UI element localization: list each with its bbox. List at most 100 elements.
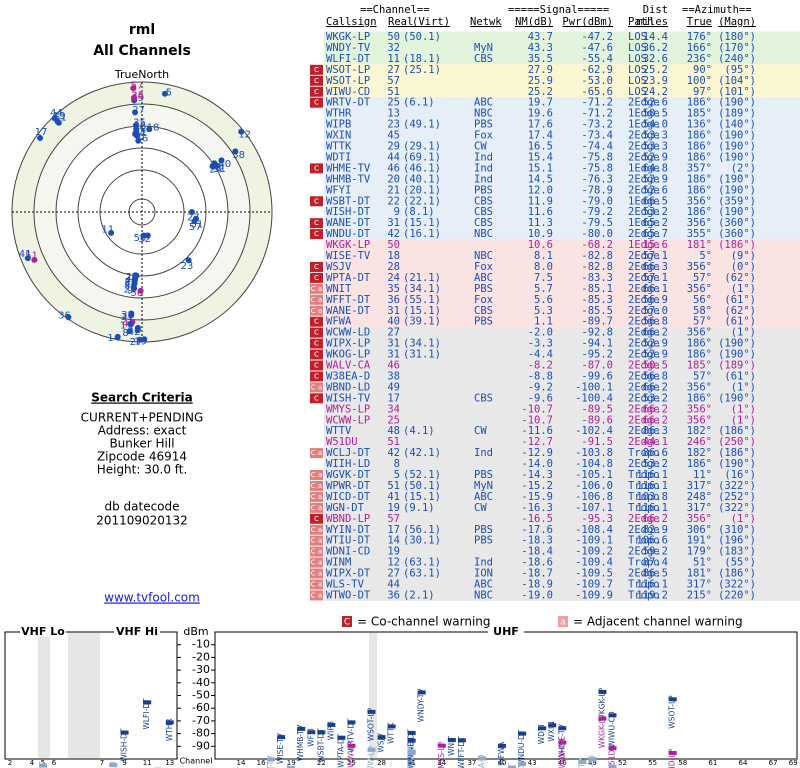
azimuth-true: 356° <box>687 261 712 273</box>
path: 2Edge <box>628 360 660 372</box>
x-tick-label: 4 <box>30 759 35 767</box>
azimuth-true: 186° <box>687 184 712 196</box>
callsign: WKGK-LP <box>326 239 370 251</box>
distance: 52.9 <box>643 173 668 185</box>
y-tick-label: -80 <box>192 727 210 740</box>
channel-virt: (29.1) <box>403 141 441 153</box>
warning: C a <box>311 449 322 457</box>
callsign: WTIU-DT <box>326 535 371 547</box>
channel-real: 46 <box>387 360 400 372</box>
azimuth-true: 215° <box>687 589 712 601</box>
power-dbm: -85.3 <box>581 294 613 306</box>
nm-db: 14.5 <box>528 173 553 185</box>
path: 2Edge <box>628 184 660 196</box>
path: 2Edge <box>628 458 660 470</box>
header: Callsign <box>326 16 377 28</box>
channel-real: 38 <box>387 370 400 382</box>
y-tick-label: -30 <box>192 663 210 676</box>
path: Tropo <box>628 589 660 601</box>
channel-real: 23 <box>387 119 400 131</box>
distance: 119.2 <box>636 589 668 601</box>
channel-virt: (8.1) <box>403 206 435 218</box>
callsign: WGN-DT <box>326 502 365 514</box>
path: 2Edge <box>628 261 660 273</box>
uhf-label: UHF <box>493 625 519 638</box>
path: 2Edge <box>628 370 660 382</box>
signal-bar <box>165 720 174 725</box>
nm-db: 12.0 <box>528 184 553 196</box>
channel-real: 14 <box>387 535 400 547</box>
path: 2Edge <box>628 250 660 262</box>
header: Path <box>628 16 653 28</box>
power-dbm: -53.0 <box>581 75 613 87</box>
station-channel: 41 <box>19 249 32 260</box>
channel-virt: (34.1) <box>403 338 441 350</box>
azimuth-true: 166° <box>687 42 712 54</box>
callsign: WSOT-LP <box>326 64 370 76</box>
power-dbm: -85.5 <box>581 305 613 317</box>
station-dot <box>144 232 151 239</box>
power-dbm: -78.9 <box>581 184 613 196</box>
station-dot <box>65 314 72 321</box>
header: (Virt) <box>412 16 450 28</box>
network: NBC <box>474 250 493 262</box>
station-channel: 35 <box>133 118 146 129</box>
warning-box <box>310 382 323 393</box>
network: CW <box>474 425 487 437</box>
row-bg <box>324 283 800 295</box>
link[interactable]: www.tvfool.com <box>104 591 200 605</box>
network: CW <box>474 502 487 514</box>
network: PBS <box>474 469 493 481</box>
channel-real: 50 <box>387 31 400 43</box>
distance: 53.2 <box>643 392 668 404</box>
signal-callsign: WPWR-DT <box>607 762 616 768</box>
path: LOS <box>628 75 647 87</box>
station-channel: 31 <box>134 127 147 138</box>
signal-bar <box>337 735 346 740</box>
row-bg <box>324 524 800 536</box>
azimuth-magn: (310°) <box>718 524 756 536</box>
network: CW <box>474 141 487 153</box>
x-tick-label: 16 <box>257 759 266 767</box>
azimuth-magn: (252°) <box>718 491 756 503</box>
network: MyN <box>474 480 493 492</box>
path: LOS <box>628 53 647 65</box>
row-bg <box>324 42 800 54</box>
channel-virt: (40.1) <box>403 173 441 185</box>
network: CBS <box>474 53 493 65</box>
signal-callsign: WDTI <box>537 724 546 744</box>
criteria-line: Height: 30.0 ft. <box>97 463 188 477</box>
warning: C <box>314 340 319 348</box>
nm-db: 27.9 <box>528 64 553 76</box>
station-dot <box>126 328 133 335</box>
channel-real: 49 <box>387 381 400 393</box>
channel-real: 44 <box>387 151 400 163</box>
distance: 86.6 <box>643 447 668 459</box>
callsign: WIPB <box>326 119 351 131</box>
warning-box <box>310 327 323 338</box>
station-dot <box>130 85 137 92</box>
nm-db: 17.4 <box>528 130 553 142</box>
warning: C <box>314 515 319 523</box>
azimuth-magn: (322°) <box>718 480 756 492</box>
x-tick-label: 22 <box>317 759 326 767</box>
path: LOS <box>628 31 647 43</box>
header: miles <box>636 16 668 28</box>
path: 2Edge <box>628 173 660 185</box>
azimuth-magn: (140°) <box>718 119 756 131</box>
station-channel: 32 <box>138 234 151 245</box>
warning-box <box>310 338 323 349</box>
azimuth-magn: (186°) <box>718 239 756 251</box>
x-tick-label: 64 <box>739 759 748 767</box>
row-bg <box>324 206 800 218</box>
azimuth-true: 356° <box>687 513 712 525</box>
nm-db: 43.3 <box>528 42 553 54</box>
station-dot <box>213 162 220 169</box>
nm-db: -18.7 <box>521 568 553 580</box>
channel-real: 42 <box>387 447 400 459</box>
azimuth-magn: (95°) <box>724 64 756 76</box>
callsign: W51DU <box>326 436 358 448</box>
channel-real: 11 <box>387 53 400 65</box>
distance: 106.6 <box>636 535 668 547</box>
signal-bar <box>120 730 129 735</box>
